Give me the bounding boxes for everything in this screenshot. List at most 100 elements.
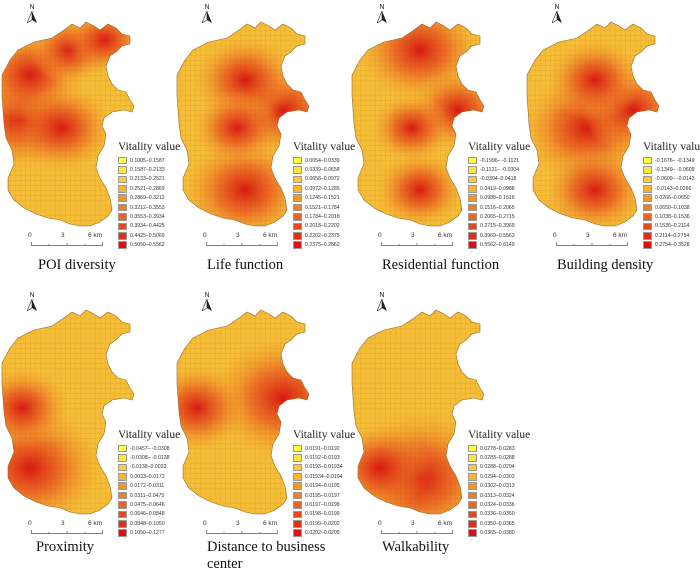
legend-item: 0.0278–0.0283 bbox=[468, 444, 530, 453]
legend-item: 0.5562–0.6149 bbox=[468, 241, 530, 250]
legend-range-label: 0.0266–0.0650 bbox=[655, 195, 690, 202]
legend: Vitality value -0.0457– -0.0308 -0.0308– -… bbox=[118, 429, 180, 538]
legend-swatch bbox=[293, 454, 302, 462]
legend: Vitality value 0.1005–0.1587 0.1587–0.2133… bbox=[118, 141, 180, 250]
legend-item: 0.2133–0.2521 bbox=[118, 175, 180, 184]
legend-swatch bbox=[118, 232, 127, 240]
legend-item: 0.1516–0.2065 bbox=[468, 203, 530, 212]
legend-swatch bbox=[118, 241, 127, 249]
legend-item: 0.0193–0.01934 bbox=[293, 463, 355, 472]
legend-swatch bbox=[293, 222, 302, 231]
scale-label: 3 bbox=[61, 520, 65, 527]
legend-item: 0.2202–0.2375 bbox=[293, 231, 355, 240]
legend-swatch bbox=[118, 520, 127, 528]
district-boundary bbox=[1, 21, 135, 227]
legend-item: -0.0304–0.0418 bbox=[468, 175, 530, 184]
legend-range-label: 0.2114–0.2754 bbox=[655, 232, 690, 239]
legend-swatch bbox=[468, 203, 477, 212]
legend-range-label: 0.0283–0.0288 bbox=[480, 455, 515, 462]
legend-swatch bbox=[643, 222, 652, 231]
legend-swatch bbox=[118, 463, 127, 472]
legend-swatch bbox=[468, 482, 477, 491]
legend-swatch bbox=[643, 175, 652, 184]
legend-item: 0.3969–0.5563 bbox=[468, 231, 530, 240]
legend-range-label: 0.0054–0.0339 bbox=[305, 157, 340, 164]
legend-swatch bbox=[468, 491, 477, 500]
legend-range-label: 0.0646–0.0848 bbox=[130, 511, 165, 518]
legend-range-label: 0.0313–0.0324 bbox=[480, 492, 515, 499]
scale-label: 0 bbox=[553, 232, 557, 239]
legend-item: 0.1587–0.2133 bbox=[118, 165, 180, 174]
legend-item: 0.0339–0.0658 bbox=[293, 165, 355, 174]
legend-item: 0.0172–0.0311 bbox=[118, 482, 180, 491]
legend-range-label: 0.3212–0.3553 bbox=[130, 204, 165, 211]
legend-swatch bbox=[643, 194, 652, 203]
legend-range-label: 0.2133–0.2521 bbox=[130, 176, 165, 183]
legend-range-label: 0.0988–0.1516 bbox=[480, 195, 515, 202]
legend-swatch bbox=[293, 241, 302, 249]
legend-range-label: 0.1005–0.1587 bbox=[130, 157, 165, 164]
legend-swatch bbox=[293, 444, 302, 453]
district-map bbox=[1, 21, 135, 227]
legend-title: Vitality value bbox=[468, 141, 531, 153]
legend-range-label: 0.1587–0.2133 bbox=[130, 167, 165, 174]
legend-swatch bbox=[118, 482, 127, 491]
legend-item: -0.0138–0.0033 bbox=[118, 463, 180, 472]
legend-item: 0.0033–0.0172 bbox=[118, 472, 180, 481]
legend-range-label: -0.0143–0.0266 bbox=[655, 185, 692, 192]
legend-item: -0.0308– -0.0138 bbox=[118, 453, 180, 462]
panel-title: Life function bbox=[207, 257, 284, 273]
scale-bar: 0 3 6 km bbox=[203, 232, 283, 252]
scale-label: 3 bbox=[411, 232, 415, 239]
legend-range-label: 0.0658–0.0972 bbox=[305, 176, 340, 183]
legend-item: 0.1521–0.1784 bbox=[293, 203, 355, 212]
legend-swatch bbox=[468, 175, 477, 184]
legend-item: 0.0972–0.1285 bbox=[293, 184, 355, 193]
legend-range-label: 0.1245–0.1521 bbox=[305, 195, 340, 202]
legend-item: 0.0054–0.0339 bbox=[293, 156, 355, 165]
scale-bar: 0 3 6 km bbox=[378, 232, 458, 252]
legend-range-label: 0.1050–0.1277 bbox=[130, 530, 165, 537]
legend-item: 0.0198–0.0199 bbox=[293, 510, 355, 519]
legend-item: 0.2869–0.3212 bbox=[118, 194, 180, 203]
legend-swatch bbox=[293, 175, 302, 184]
legend-range-label: -0.0609– -0.0143 bbox=[655, 176, 695, 183]
scale-label: 6 km bbox=[438, 232, 453, 239]
legend-item: 0.2715–0.3969 bbox=[468, 222, 530, 231]
legend-range-label: 0.0311–0.0475 bbox=[130, 492, 165, 499]
legend-range-label: 0.0972–0.1285 bbox=[305, 185, 340, 192]
scale-label: 3 bbox=[586, 232, 590, 239]
legend-item: 0.0288–0.0294 bbox=[468, 463, 530, 472]
map-panel: N Vitality value 0.1005–0.1587 0.1587–0.213… bbox=[0, 0, 180, 288]
legend-range-label: 0.2521–0.2869 bbox=[130, 185, 165, 192]
district-boundary bbox=[1, 309, 135, 515]
legend-item: 0.0294–0.0302 bbox=[468, 472, 530, 481]
legend-item: 0.2065–0.2715 bbox=[468, 212, 530, 221]
legend-range-label: 0.0198–0.0199 bbox=[305, 511, 340, 518]
legend-swatch bbox=[293, 185, 302, 193]
legend-title: Vitality value bbox=[468, 429, 531, 441]
north-label: N bbox=[379, 4, 385, 11]
legend-swatch bbox=[118, 203, 127, 212]
legend-item: 0.1050–0.1277 bbox=[118, 529, 180, 538]
legend-swatch bbox=[118, 166, 127, 174]
legend-swatch bbox=[118, 213, 127, 221]
legend-item: -0.1349– -0.0609 bbox=[643, 165, 700, 174]
scale-label: 6 km bbox=[88, 520, 103, 527]
legend-range-label: -0.1996– -0.1121 bbox=[480, 157, 520, 164]
scale-label: 0 bbox=[28, 232, 32, 239]
legend-range-label: 0.0324–0.0336 bbox=[480, 502, 515, 509]
legend-swatch bbox=[293, 529, 302, 537]
district-boundary bbox=[176, 309, 310, 515]
legend-title: Vitality value bbox=[293, 141, 356, 153]
district-map bbox=[351, 309, 485, 515]
legend-swatch bbox=[468, 185, 477, 193]
scale-label: 3 bbox=[236, 232, 240, 239]
legend-swatch bbox=[293, 491, 302, 500]
legend-range-label: 0.0294–0.0302 bbox=[480, 473, 515, 480]
legend-item: -0.1996– -0.1121 bbox=[468, 156, 530, 165]
legend-item: 0.0988–0.1516 bbox=[468, 194, 530, 203]
legend-swatch bbox=[293, 203, 302, 212]
north-arrow-icon: N bbox=[201, 4, 213, 23]
legend-swatch bbox=[468, 166, 477, 174]
